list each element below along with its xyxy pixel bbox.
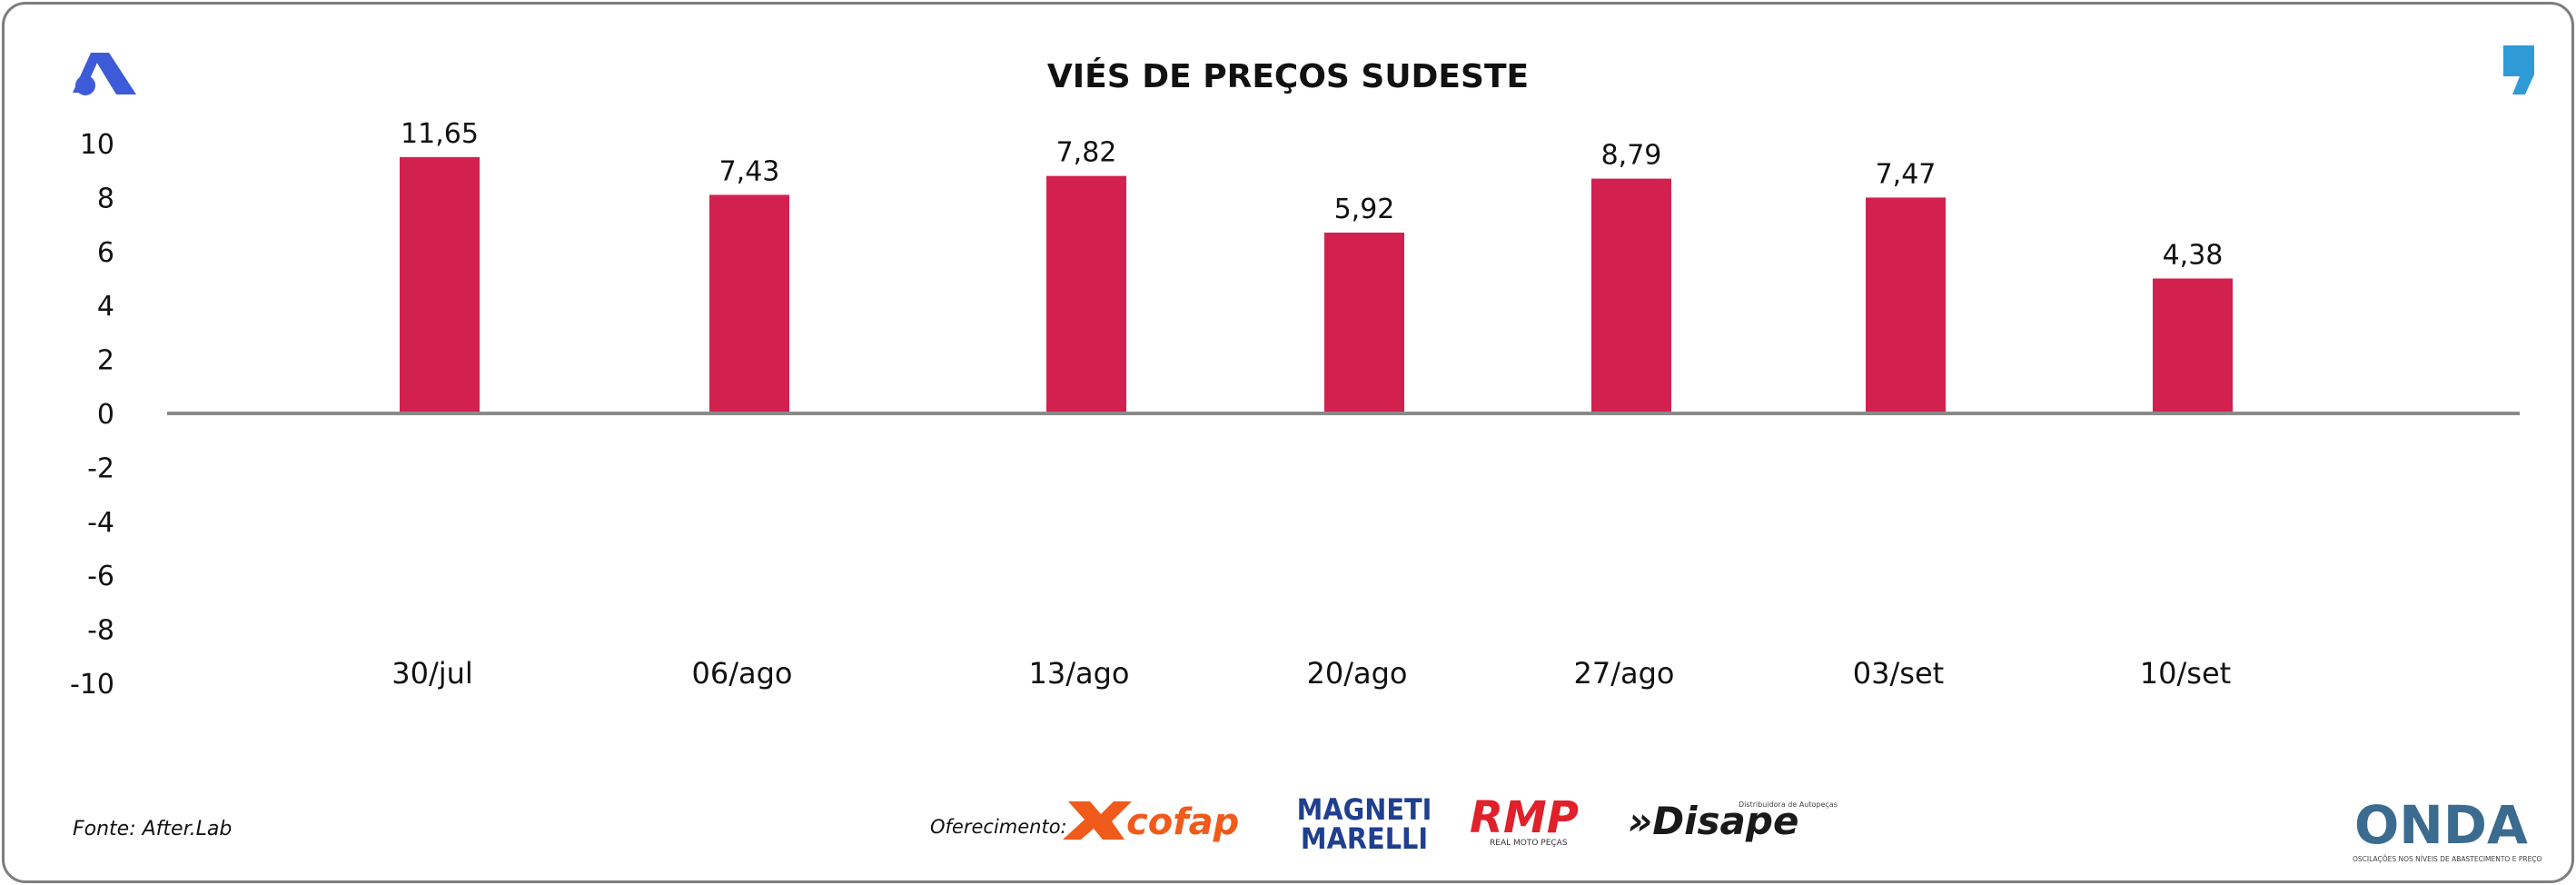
onda-subtext: OSCILAÇÕES NOS NÍVEIS DE ABASTECIMENTO E… xyxy=(2353,855,2542,863)
y-tick-label: 0 xyxy=(97,399,114,431)
bar-10-set xyxy=(2153,278,2233,413)
y-tick-label: 6 xyxy=(97,237,114,269)
y-tick-label: -2 xyxy=(87,452,114,484)
x-category-label: 27/ago xyxy=(1574,656,1675,691)
bar-03-set xyxy=(1866,197,1946,413)
data-label: 7,47 xyxy=(1876,158,1937,190)
cofap-logo: cofap xyxy=(1063,801,1239,843)
x-category-label: 30/jul xyxy=(391,656,473,691)
data-label: 7,43 xyxy=(719,155,780,187)
x-axis-categories: 30/jul 06/ago 13/ago 20/ago 27/ago 03/set 10/s… xyxy=(391,656,2231,691)
y-tick-label: 10 xyxy=(80,129,114,161)
data-label: 4,38 xyxy=(2163,240,2224,272)
sponsor-label: Oferecimento: xyxy=(930,816,1067,838)
x-category-label: 06/ago xyxy=(692,656,793,691)
bar-20-ago xyxy=(1324,233,1404,413)
x-category-label: 20/ago xyxy=(1307,656,1408,691)
marelli-text: MARELLI xyxy=(1301,821,1428,856)
onda-logo: ONDA OSCILAÇÕES NOS NÍVEIS DE ABASTECIME… xyxy=(2353,794,2542,863)
bar-13-ago xyxy=(1046,175,1126,413)
chart-title: VIÉS DE PREÇOS SUDESTE xyxy=(1047,57,1529,95)
x-category-label: 10/set xyxy=(2140,656,2231,691)
y-tick-label: -6 xyxy=(87,561,114,592)
disape-subtext: Distribuidora de Autopeças xyxy=(1739,800,1838,809)
data-label: 8,79 xyxy=(1601,140,1662,172)
x-category-label: 13/ago xyxy=(1029,656,1130,691)
y-tick-label: -8 xyxy=(87,615,114,647)
disape-logo: Distribuidora de Autopeças »Disape xyxy=(1628,799,1838,843)
rmp-logo: RMP REAL MOTO PEÇAS xyxy=(1470,792,1579,848)
bar-27-ago xyxy=(1591,178,1671,414)
bars-group xyxy=(400,156,2233,414)
onda-text: ONDA xyxy=(2354,794,2528,856)
bar-06-ago xyxy=(709,194,789,413)
data-label: 11,65 xyxy=(401,118,479,150)
y-tick-label: 8 xyxy=(97,183,114,214)
y-tick-label: 4 xyxy=(97,291,114,323)
data-labels-group: 11,65 7,43 7,82 5,92 8,79 7,47 4,38 xyxy=(401,118,2223,272)
y-tick-label: 2 xyxy=(97,345,114,377)
data-label: 7,82 xyxy=(1056,137,1117,169)
y-axis-ticks: 10 8 6 4 2 0 -2 -4 -6 -8 -10 xyxy=(70,129,114,701)
rmp-subtext: REAL MOTO PEÇAS xyxy=(1490,839,1568,848)
magneti-marelli-logo: MAGNETI MARELLI xyxy=(1297,792,1432,856)
magneti-text: MAGNETI xyxy=(1297,792,1432,827)
bar-30-jul xyxy=(400,156,480,413)
cofap-text: cofap xyxy=(1126,801,1239,843)
disape-text: »Disape xyxy=(1628,799,1798,843)
afterlab-logo-icon xyxy=(73,53,136,95)
source-note: Fonte: After.Lab xyxy=(73,818,233,840)
y-tick-label: -10 xyxy=(70,669,114,701)
data-label: 5,92 xyxy=(1334,194,1395,225)
y-tick-label: -4 xyxy=(87,507,114,539)
comma-logo-icon xyxy=(2503,45,2534,94)
x-category-label: 03/set xyxy=(1853,656,1944,691)
rmp-text: RMP xyxy=(1470,792,1579,843)
